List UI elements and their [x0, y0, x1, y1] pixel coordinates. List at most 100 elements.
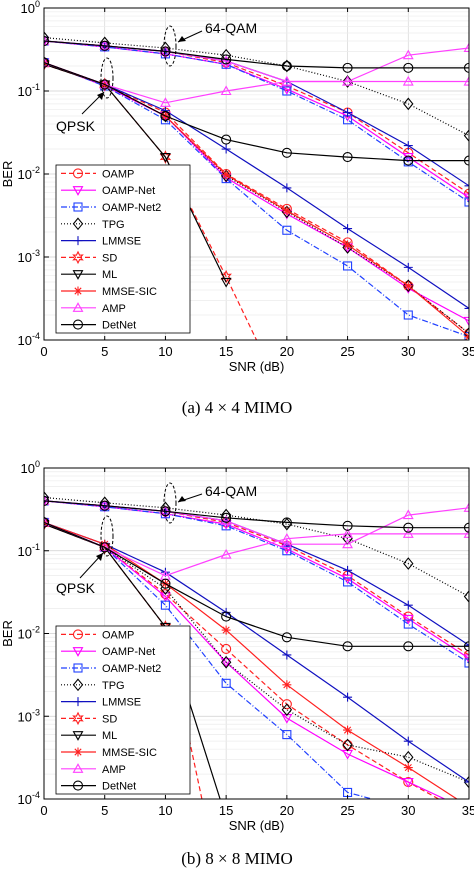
- marker-amp: [281, 533, 293, 543]
- series-line-detnet: [44, 500, 469, 529]
- x-tick-label: 15: [219, 344, 233, 359]
- marker-amp: [402, 75, 414, 86]
- marker-detnet: [342, 641, 353, 652]
- marker-oamp-net2: [282, 730, 292, 740]
- marker-lmmse: [464, 181, 469, 191]
- series-layer: [44, 31, 469, 340]
- marker-detnet: [342, 520, 353, 531]
- y-axis-label: BER: [0, 161, 15, 188]
- series-layer: [44, 491, 469, 799]
- marker-oamp-net2: [403, 310, 413, 320]
- series-line-lmmse: [44, 62, 469, 309]
- marker-oamp-net2: [464, 197, 469, 207]
- marker-lmmse: [343, 108, 353, 118]
- caption-8x8: (b) 8 × 8 MIMO: [181, 849, 293, 868]
- marker-amp: [402, 49, 414, 60]
- x-tick-label: 35: [462, 344, 474, 359]
- marker-oamp-net2: [282, 86, 292, 96]
- marker-tpg: [403, 750, 414, 764]
- marker-mmse-sic: [221, 625, 231, 635]
- legend-marker-oamp-net2: [73, 663, 83, 673]
- series-line-oamp-net: [44, 521, 445, 799]
- marker-lmmse: [464, 303, 469, 313]
- marker-amp: [402, 528, 414, 538]
- marker-mmse-sic: [343, 240, 353, 250]
- x-tick-label: 25: [340, 803, 354, 818]
- series-line-detnet: [44, 521, 469, 647]
- x-tick-label: 10: [158, 344, 172, 359]
- marker-amp: [44, 35, 50, 46]
- qpsk-arrowhead: [96, 553, 103, 561]
- legend-label-detnet: DetNet: [102, 781, 136, 793]
- marker-detnet: [99, 500, 110, 511]
- marker-tpg: [463, 327, 469, 340]
- legend-label-mmse-sic: MMSE-SIC: [102, 286, 157, 298]
- x-tick-label: 20: [280, 344, 294, 359]
- x-tick-label: 0: [40, 803, 47, 818]
- marker-tpg: [342, 738, 353, 752]
- marker-detnet: [99, 542, 110, 553]
- marker-tpg: [281, 205, 293, 219]
- marker-detnet: [44, 57, 50, 68]
- y-tick-label: 10-1: [18, 82, 40, 99]
- marker-detnet: [99, 40, 110, 51]
- x-axis: 0 5 10 15 20 25 30 35 SNR (dB): [40, 8, 474, 374]
- legend-label-lmmse: LMMSE: [102, 697, 141, 709]
- marker-detnet: [463, 62, 469, 73]
- legend-label-detnet: DetNet: [102, 320, 136, 332]
- series-line-oamp-net2: [44, 40, 469, 203]
- marker-lmmse: [282, 650, 292, 660]
- legend-marker-sd: [72, 250, 84, 265]
- marker-amp: [44, 56, 50, 67]
- series-line-oamp-net2: [44, 521, 373, 799]
- y-tick-label: 100: [21, 459, 40, 476]
- marker-ml: [220, 277, 232, 288]
- marker-oamp-net: [342, 574, 354, 585]
- legend-label-mmse-sic: MMSE-SIC: [102, 747, 157, 759]
- marker-mmse-sic: [221, 170, 231, 180]
- marker-tpg: [463, 129, 469, 142]
- marker-detnet: [221, 512, 232, 523]
- marker-lmmse: [464, 777, 469, 787]
- marker-tpg: [220, 655, 232, 669]
- qpsk-label: QPSK: [56, 580, 96, 596]
- marker-detnet: [44, 517, 50, 528]
- legend-label-lmmse: LMMSE: [102, 236, 141, 248]
- marker-tpg: [342, 241, 353, 254]
- annotations: 64-QAM QPSK: [56, 482, 257, 596]
- annotations: 64-QAM QPSK: [56, 20, 257, 134]
- marker-tpg: [463, 590, 469, 603]
- series-line-mmse-sic: [44, 521, 458, 799]
- marker-oamp: [221, 643, 232, 655]
- marker-lmmse: [221, 144, 231, 154]
- marker-oamp: [281, 699, 292, 710]
- marker-detnet: [44, 35, 50, 47]
- legend-marker-oamp-net: [72, 647, 84, 657]
- y-tick-label: 10-3: [18, 248, 40, 265]
- marker-detnet: [221, 134, 232, 145]
- legend-label-amp: AMP: [102, 303, 126, 315]
- legend-marker-detnet: [72, 319, 84, 330]
- marker-oamp-net2: [464, 658, 469, 668]
- marker-tpg: [281, 59, 293, 73]
- caption-4x4: (a) 4 × 4 MIMO: [181, 398, 293, 417]
- marker-amp: [342, 528, 354, 538]
- marker-oamp-net2: [343, 577, 353, 587]
- marker-oamp-net: [463, 316, 469, 327]
- y-tick-label: 10-1: [18, 542, 40, 559]
- legend-marker-oamp: [72, 168, 84, 179]
- series-line-lmmse: [44, 500, 469, 646]
- legend-marker-tpg: [72, 678, 84, 692]
- legend-label-sd: SD: [102, 713, 117, 725]
- marker-tpg: [281, 703, 293, 717]
- marker-detnet: [463, 641, 469, 652]
- marker-amp: [44, 495, 50, 505]
- marker-detnet: [463, 522, 469, 533]
- marker-mmse-sic: [403, 281, 413, 291]
- marker-amp: [220, 85, 232, 96]
- x-tick-label: 25: [340, 344, 354, 359]
- marker-mmse-sic: [282, 680, 292, 690]
- x-tick-label: 5: [101, 344, 108, 359]
- qam-arrowhead: [178, 496, 186, 502]
